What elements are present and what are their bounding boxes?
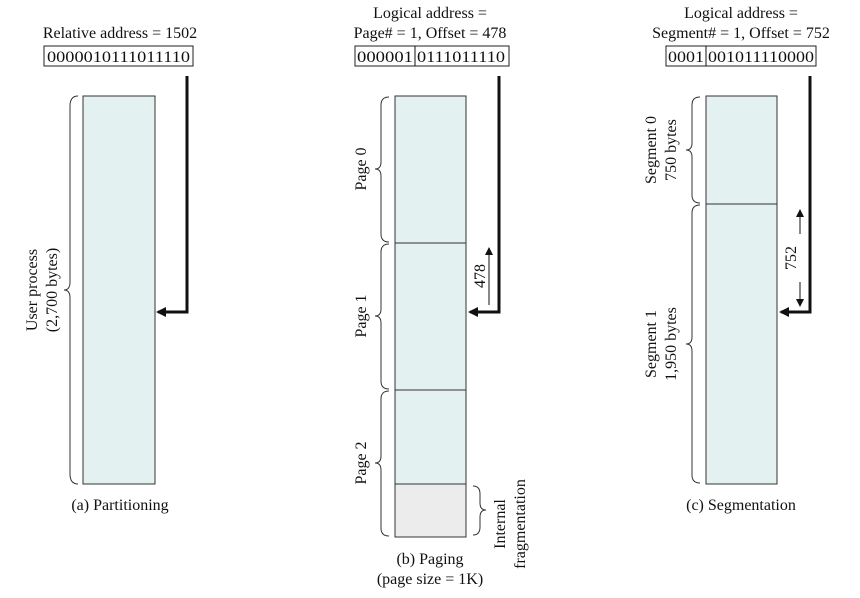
user-process-label: User process: [24, 249, 41, 331]
paging-title-line2: Page# = 1, Offset = 478: [354, 25, 507, 42]
segment-0-brace: [685, 96, 701, 204]
paging-address-box: [354, 45, 510, 67]
page-1-label: Page 1: [353, 294, 370, 337]
segment-1-label: Segment 1: [643, 310, 660, 378]
paging-caption-page-size: (page size = 1K): [377, 571, 483, 588]
segment-0-size-label: 750 bytes: [663, 119, 680, 181]
internal-fragmentation-label-2: fragmentation: [512, 479, 529, 569]
relative-address-box: [43, 45, 194, 67]
relative-address-bits: 0000010111011110: [47, 49, 190, 66]
segmentation-address-arrow: [779, 76, 812, 317]
page-2-label: Page 2: [353, 441, 370, 484]
segment-number-bits: 0001: [668, 49, 704, 66]
segment-offset-label: 752: [783, 246, 800, 270]
paging-title-line1: Logical address =: [373, 5, 487, 22]
segment-1-brace: [685, 204, 701, 484]
partitioning-panel: Relative address = 1502 0000010111011110…: [24, 25, 197, 514]
segment-0-label: Segment 0: [643, 116, 660, 184]
fragmentation-brace: [472, 485, 487, 536]
page-1-brace: [374, 243, 390, 390]
paging-panel: Logical address = Page# = 1, Offset = 47…: [353, 5, 529, 588]
user-process-size-label: (2,700 bytes): [44, 248, 61, 332]
page-offset-label: 478: [472, 264, 489, 288]
segment-offset-bits: 001011110000: [708, 49, 814, 66]
segment-1-block: [705, 203, 778, 485]
user-process-brace: [63, 95, 79, 485]
paging-offset-bits: 0111011110: [417, 49, 505, 66]
segmentation-address-box: [665, 45, 817, 67]
segmentation-title-line2: Segment# = 1, Offset = 752: [652, 25, 830, 42]
paging-page-bits: 000001: [357, 49, 413, 66]
segmentation-caption: (c) Segmentation: [686, 497, 796, 514]
user-process-block: [82, 95, 156, 485]
segmentation-title-line1: Logical address =: [684, 5, 798, 22]
page-0-brace: [374, 96, 390, 243]
partitioning-caption: (a) Partitioning: [71, 497, 168, 514]
paging-address-arrow: [468, 76, 501, 317]
page-0-label: Page 0: [353, 147, 370, 190]
partitioning-address-arrow: [156, 76, 189, 317]
segment-1-size-label: 1,950 bytes: [663, 307, 680, 381]
segmentation-panel: Logical address = Segment# = 1, Offset =…: [643, 5, 830, 514]
internal-fragmentation-block: [394, 483, 467, 538]
page-2-brace: [374, 390, 390, 537]
page-1-block: [394, 242, 467, 391]
relative-address-label: Relative address = 1502: [43, 25, 197, 42]
page-2-block: [394, 389, 467, 485]
paging-caption: (b) Paging: [396, 551, 463, 568]
segment-0-block: [705, 95, 778, 205]
page-0-block: [394, 95, 467, 244]
internal-fragmentation-label: Internal: [492, 499, 509, 549]
